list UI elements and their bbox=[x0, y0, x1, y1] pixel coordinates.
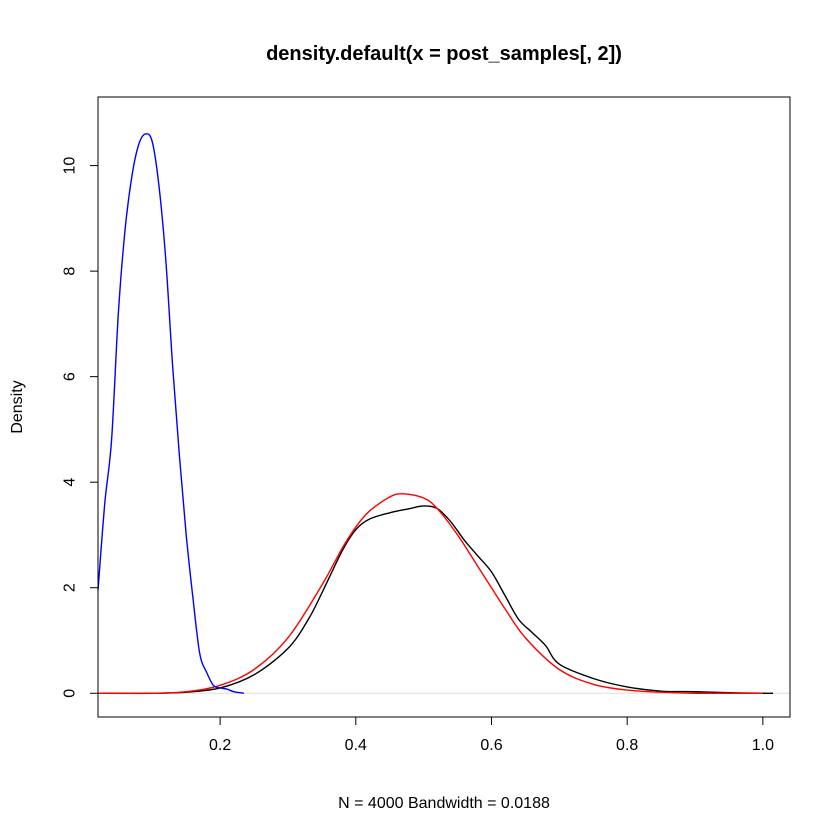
density-curve-2 bbox=[97, 493, 763, 695]
plot-frame bbox=[97, 96, 791, 718]
density-curve-1 bbox=[97, 505, 774, 695]
y-axis: 0 2 4 6 8 10 bbox=[62, 157, 99, 698]
y-tick-label: 8 bbox=[62, 267, 79, 276]
y-tick-label: 10 bbox=[62, 157, 79, 175]
y-axis-label: Density bbox=[9, 380, 26, 433]
density-curve-3 bbox=[97, 133, 244, 694]
x-tick-label: 1.0 bbox=[752, 737, 774, 754]
x-tick-label: 0.2 bbox=[209, 737, 231, 754]
chart-title: density.default(x = post_samples[, 2]) bbox=[266, 43, 622, 65]
x-tick-label: 0.6 bbox=[480, 737, 502, 754]
density-curves bbox=[97, 133, 774, 695]
x-axis-label: N = 4000 Bandwidth = 0.0188 bbox=[338, 795, 550, 812]
x-tick-label: 0.4 bbox=[345, 737, 367, 754]
y-tick-label: 4 bbox=[62, 478, 79, 487]
y-tick-label: 0 bbox=[62, 689, 79, 698]
x-axis: 0.2 0.4 0.6 0.8 1.0 bbox=[209, 716, 774, 754]
y-tick-label: 6 bbox=[62, 372, 79, 381]
y-tick-label: 2 bbox=[62, 583, 79, 592]
x-tick-label: 0.8 bbox=[616, 737, 638, 754]
